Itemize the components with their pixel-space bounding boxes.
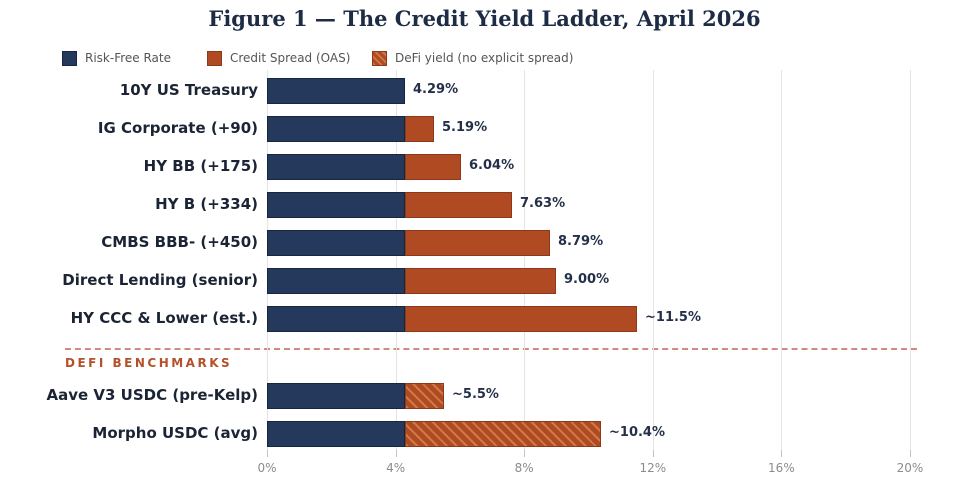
- bar-value-label: 9.00%: [564, 272, 610, 287]
- figure-title: Figure 1 — The Credit Yield Ladder, Apri…: [208, 6, 761, 31]
- legend-item-defi-yield: DeFi yield (no explicit spread): [372, 50, 573, 66]
- credit-spread-segment: [405, 116, 434, 142]
- gridline: [910, 70, 911, 450]
- legend-label: Risk-Free Rate: [85, 51, 171, 65]
- x-axis-tick-label: 4%: [386, 461, 406, 475]
- bar-value-label: 8.79%: [558, 234, 604, 249]
- x-axis-tick: [395, 450, 397, 457]
- credit-spread-swatch-icon: [207, 50, 222, 66]
- x-axis-tick: [910, 450, 911, 457]
- risk-free-segment: [267, 306, 405, 332]
- row-label: Aave V3 USDC (pre-Kelp): [46, 386, 259, 404]
- bar-value-label: 7.63%: [520, 196, 566, 211]
- x-axis-tick-label: 8%: [514, 461, 534, 475]
- x-axis-tick: [267, 450, 268, 457]
- credit-spread-segment: [405, 306, 637, 332]
- legend-label: DeFi yield (no explicit spread): [395, 51, 574, 65]
- defi-yield-segment: [405, 421, 601, 447]
- row-label: HY BB (+175): [143, 157, 258, 175]
- credit-spread-segment: [405, 154, 461, 180]
- gridline: [267, 70, 268, 450]
- defi-section-heading: DEFI BENCHMARKS: [65, 356, 233, 370]
- risk-free-segment: [267, 268, 405, 294]
- risk-free-segment: [267, 154, 405, 180]
- risk-free-segment: [267, 116, 405, 142]
- gridline: [524, 70, 526, 450]
- risk-free-segment: [267, 230, 405, 256]
- credit-spread-segment: [405, 192, 512, 218]
- row-label: HY CCC & Lower (est.): [70, 309, 258, 327]
- risk-free-segment: [267, 383, 405, 409]
- row-label: IG Corporate (+90): [97, 119, 258, 137]
- credit-spread-segment: [405, 268, 556, 294]
- x-axis-tick: [652, 450, 654, 457]
- gridline: [395, 70, 397, 450]
- x-axis-tick-label: 12%: [639, 461, 667, 475]
- row-label: Morpho USDC (avg): [92, 424, 258, 442]
- x-axis-tick-label: 16%: [768, 461, 795, 475]
- gridline: [781, 70, 783, 450]
- risk-free-segment: [267, 192, 405, 218]
- bar-value-label: 4.29%: [413, 82, 459, 97]
- bar-value-label: 6.04%: [469, 158, 515, 173]
- bar-value-label: ~5.5%: [452, 387, 499, 402]
- bar-value-label: ~10.4%: [609, 425, 665, 440]
- defi-yield-segment: [405, 383, 444, 409]
- risk-free-swatch-icon: [62, 50, 77, 66]
- bar-value-label: 5.19%: [442, 120, 488, 135]
- legend-label: Credit Spread (OAS): [230, 51, 351, 65]
- risk-free-segment: [267, 78, 405, 104]
- row-label: CMBS BBB- (+450): [101, 233, 258, 251]
- row-label: HY B (+334): [155, 195, 258, 213]
- legend-item-risk-free: Risk-Free Rate: [62, 50, 171, 66]
- x-axis-tick-label: 0%: [257, 461, 277, 475]
- bar-value-label: ~11.5%: [645, 310, 701, 325]
- defi-separator-line: [65, 348, 917, 350]
- credit-spread-segment: [405, 230, 550, 256]
- legend-item-credit-spread: Credit Spread (OAS): [207, 50, 350, 66]
- x-axis-tick: [524, 450, 526, 457]
- row-label: Direct Lending (senior): [62, 271, 258, 289]
- x-axis-tick: [781, 450, 783, 457]
- x-axis-tick-label: 20%: [896, 461, 924, 475]
- risk-free-segment: [267, 421, 405, 447]
- defi-yield-swatch-icon: [372, 50, 387, 66]
- row-label: 10Y US Treasury: [119, 81, 258, 99]
- gridline: [652, 70, 654, 450]
